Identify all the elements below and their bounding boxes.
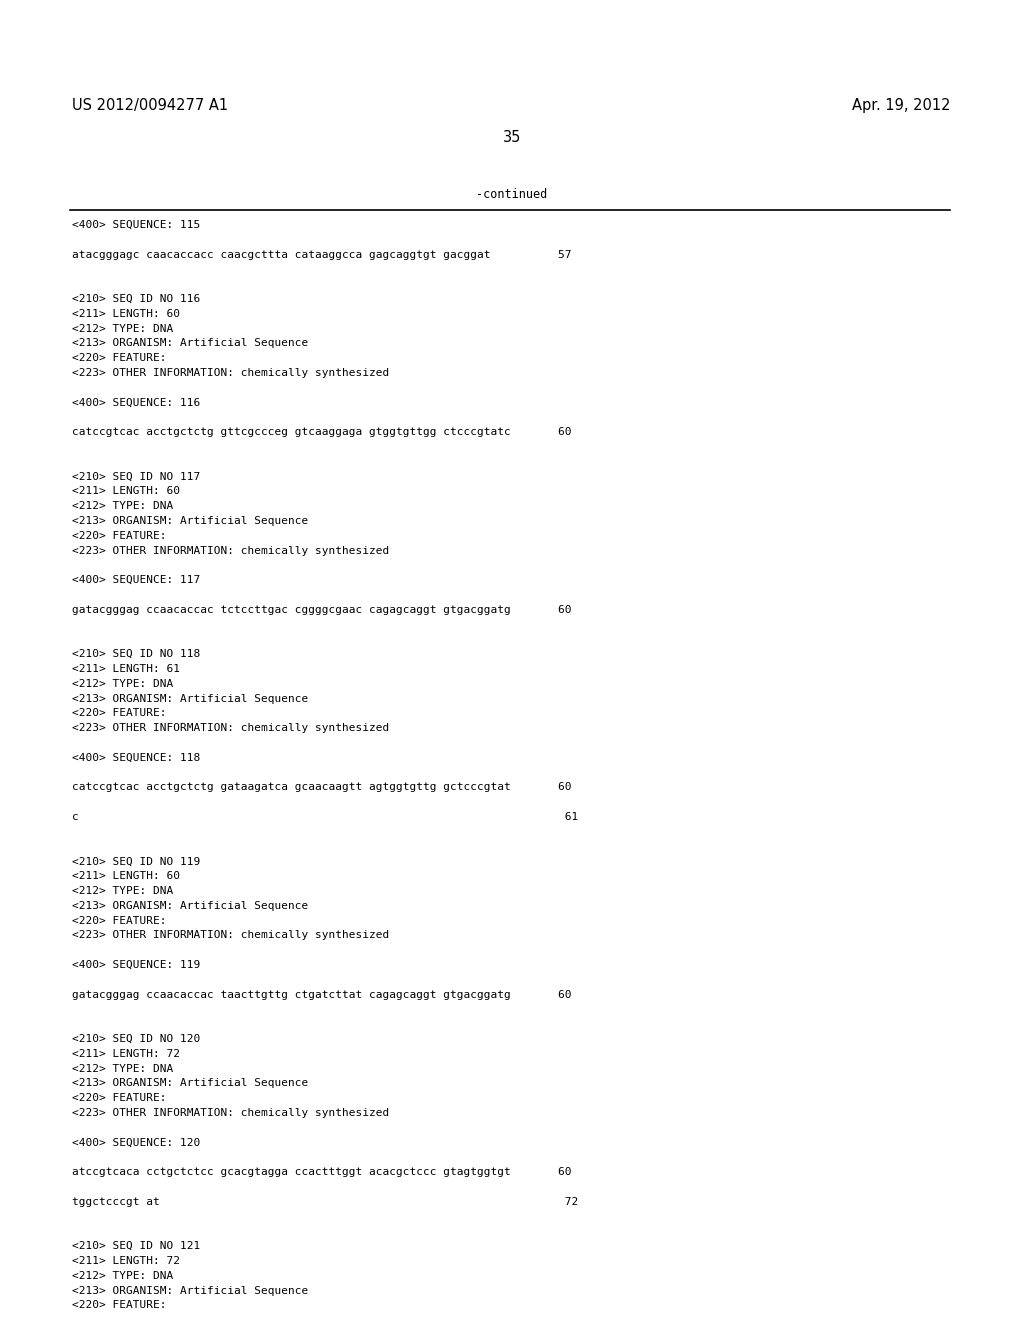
Text: gatacgggag ccaacaccac tctccttgac cggggcgaac cagagcaggt gtgacggatg       60: gatacgggag ccaacaccac tctccttgac cggggcg… [72,605,571,615]
Text: catccgtcac acctgctctg gataagatca gcaacaagtt agtggtgttg gctcccgtat       60: catccgtcac acctgctctg gataagatca gcaacaa… [72,783,571,792]
Text: <212> TYPE: DNA: <212> TYPE: DNA [72,1271,173,1280]
Text: <211> LENGTH: 60: <211> LENGTH: 60 [72,486,180,496]
Text: 35: 35 [503,129,521,145]
Text: <213> ORGANISM: Artificial Sequence: <213> ORGANISM: Artificial Sequence [72,1286,308,1296]
Text: <213> ORGANISM: Artificial Sequence: <213> ORGANISM: Artificial Sequence [72,516,308,525]
Text: <400> SEQUENCE: 115: <400> SEQUENCE: 115 [72,220,201,230]
Text: <213> ORGANISM: Artificial Sequence: <213> ORGANISM: Artificial Sequence [72,1078,308,1089]
Text: <211> LENGTH: 72: <211> LENGTH: 72 [72,1257,180,1266]
Text: -continued: -continued [476,187,548,201]
Text: <211> LENGTH: 72: <211> LENGTH: 72 [72,1049,180,1059]
Text: <211> LENGTH: 60: <211> LENGTH: 60 [72,309,180,319]
Text: <210> SEQ ID NO 116: <210> SEQ ID NO 116 [72,294,201,304]
Text: <212> TYPE: DNA: <212> TYPE: DNA [72,323,173,334]
Text: <220> FEATURE:: <220> FEATURE: [72,1093,167,1104]
Text: c                                                                        61: c 61 [72,812,579,822]
Text: US 2012/0094277 A1: US 2012/0094277 A1 [72,98,228,114]
Text: <400> SEQUENCE: 118: <400> SEQUENCE: 118 [72,752,201,763]
Text: <220> FEATURE:: <220> FEATURE: [72,1300,167,1311]
Text: <400> SEQUENCE: 116: <400> SEQUENCE: 116 [72,397,201,408]
Text: <213> ORGANISM: Artificial Sequence: <213> ORGANISM: Artificial Sequence [72,693,308,704]
Text: catccgtcac acctgctctg gttcgccceg gtcaaggaga gtggtgttgg ctcccgtatc       60: catccgtcac acctgctctg gttcgccceg gtcaagg… [72,428,571,437]
Text: <400> SEQUENCE: 120: <400> SEQUENCE: 120 [72,1138,201,1147]
Text: <210> SEQ ID NO 120: <210> SEQ ID NO 120 [72,1034,201,1044]
Text: <210> SEQ ID NO 118: <210> SEQ ID NO 118 [72,649,201,659]
Text: <213> ORGANISM: Artificial Sequence: <213> ORGANISM: Artificial Sequence [72,900,308,911]
Text: <223> OTHER INFORMATION: chemically synthesized: <223> OTHER INFORMATION: chemically synt… [72,931,389,940]
Text: tggctcccgt at                                                            72: tggctcccgt at 72 [72,1197,579,1206]
Text: <223> OTHER INFORMATION: chemically synthesized: <223> OTHER INFORMATION: chemically synt… [72,723,389,733]
Text: gatacgggag ccaacaccac taacttgttg ctgatcttat cagagcaggt gtgacggatg       60: gatacgggag ccaacaccac taacttgttg ctgatct… [72,990,571,999]
Text: <220> FEATURE:: <220> FEATURE: [72,916,167,925]
Text: <210> SEQ ID NO 117: <210> SEQ ID NO 117 [72,471,201,482]
Text: <223> OTHER INFORMATION: chemically synthesized: <223> OTHER INFORMATION: chemically synt… [72,368,389,378]
Text: <220> FEATURE:: <220> FEATURE: [72,354,167,363]
Text: <400> SEQUENCE: 117: <400> SEQUENCE: 117 [72,576,201,585]
Text: <211> LENGTH: 61: <211> LENGTH: 61 [72,664,180,675]
Text: Apr. 19, 2012: Apr. 19, 2012 [852,98,950,114]
Text: <212> TYPE: DNA: <212> TYPE: DNA [72,678,173,689]
Text: <213> ORGANISM: Artificial Sequence: <213> ORGANISM: Artificial Sequence [72,338,308,348]
Text: <212> TYPE: DNA: <212> TYPE: DNA [72,886,173,896]
Text: atccgtcaca cctgctctcc gcacgtagga ccactttggt acacgctccc gtagtggtgt       60: atccgtcaca cctgctctcc gcacgtagga ccacttt… [72,1167,571,1177]
Text: <220> FEATURE:: <220> FEATURE: [72,709,167,718]
Text: <210> SEQ ID NO 121: <210> SEQ ID NO 121 [72,1241,201,1251]
Text: <210> SEQ ID NO 119: <210> SEQ ID NO 119 [72,857,201,866]
Text: <212> TYPE: DNA: <212> TYPE: DNA [72,502,173,511]
Text: <223> OTHER INFORMATION: chemically synthesized: <223> OTHER INFORMATION: chemically synt… [72,545,389,556]
Text: <212> TYPE: DNA: <212> TYPE: DNA [72,1064,173,1073]
Text: <211> LENGTH: 60: <211> LENGTH: 60 [72,871,180,882]
Text: <223> OTHER INFORMATION: chemically synthesized: <223> OTHER INFORMATION: chemically synt… [72,1107,389,1118]
Text: <220> FEATURE:: <220> FEATURE: [72,531,167,541]
Text: atacgggagc caacaccacc caacgcttta cataaggcca gagcaggtgt gacggat          57: atacgggagc caacaccacc caacgcttta cataagg… [72,249,571,260]
Text: <400> SEQUENCE: 119: <400> SEQUENCE: 119 [72,960,201,970]
